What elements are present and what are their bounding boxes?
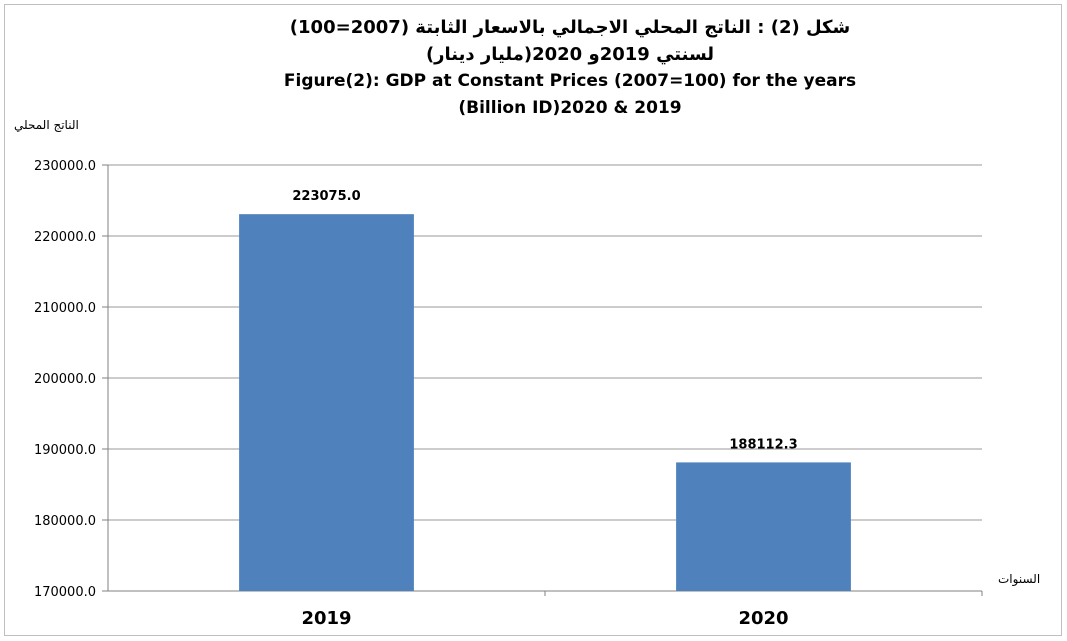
y-tick-label: 190000.0 [34, 443, 96, 458]
x-tick-label-2020: 2020 [738, 608, 788, 629]
chart-title: شكل (2) : الناتج المحلي الاجمالي بالاسعا… [200, 14, 940, 122]
y-axis-label: الناتج المحلي [14, 118, 79, 132]
x-tick-label-2019: 2019 [301, 608, 351, 629]
chart-title-arabic: شكل (2) : الناتج المحلي الاجمالي بالاسعا… [289, 17, 851, 65]
y-tick-label: 210000.0 [34, 301, 96, 316]
y-tick-label: 180000.0 [34, 514, 96, 529]
chart-frame [4, 4, 1062, 636]
bar-2019 [239, 214, 414, 592]
chart-title-english-line-2: (Billion ID)2020 & 2019 [458, 98, 682, 118]
chart-title-english: Figure(2): GDP at Constant Prices (2007=… [200, 68, 940, 122]
x-axis-label: السنوات [998, 572, 1041, 586]
y-tick-label: 170000.0 [34, 585, 96, 600]
y-tick-label: 220000.0 [34, 230, 96, 245]
y-tick-label: 230000.0 [34, 159, 96, 174]
chart-title-english-line-1: Figure(2): GDP at Constant Prices (2007=… [283, 71, 857, 91]
y-tick-label: 200000.0 [34, 372, 96, 387]
data-label-2019: 223075.0 [292, 189, 360, 204]
data-label-2020: 188112.3 [729, 437, 797, 452]
bar-2020 [676, 462, 851, 591]
